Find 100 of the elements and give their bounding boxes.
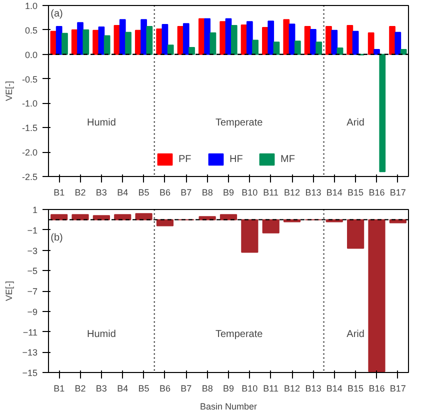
annotation: Temperate — [215, 328, 264, 340]
y-tick-label: -1.5 — [22, 123, 38, 134]
y-tick-label: −15 — [22, 368, 38, 378]
legend-label: PF — [178, 154, 192, 164]
annotation: (a) — [50, 8, 63, 20]
x-tick-label: B3 — [96, 188, 107, 198]
y-tick-label: 0.0 — [24, 50, 38, 60]
bar — [316, 42, 322, 55]
x-tick-label: B11 — [263, 188, 279, 198]
x-tick-label: B8 — [202, 384, 213, 394]
bar — [273, 42, 280, 55]
bar — [368, 219, 386, 372]
x-tick-label: B2 — [74, 188, 86, 198]
y-tick-label: 1.0 — [24, 1, 38, 11]
y-tick-label: −9 — [27, 306, 38, 317]
x-tick-label: B1 — [54, 188, 65, 198]
y-tick-label: −5 — [27, 266, 38, 276]
annotation: Arid — [346, 118, 364, 129]
bar — [119, 19, 126, 55]
bar — [162, 24, 168, 55]
y-axis-title: VE[-] — [4, 80, 14, 101]
x-tick-label: B16 — [368, 384, 385, 394]
x-tick-label: B7 — [180, 188, 192, 198]
bar — [230, 25, 238, 55]
bar — [374, 48, 380, 55]
bar — [347, 219, 364, 249]
bar — [310, 28, 316, 55]
legend-label: HF — [230, 154, 244, 164]
bar — [352, 30, 359, 55]
annotation: Humid — [86, 328, 116, 340]
y-tick-label: −13 — [22, 348, 38, 358]
legend-label: MF — [280, 154, 296, 164]
x-tick-label: B9 — [222, 384, 234, 394]
bar — [135, 213, 152, 220]
bar — [188, 47, 195, 55]
x-tick-label: B4 — [117, 188, 128, 198]
bar — [400, 48, 407, 55]
bar — [72, 214, 89, 220]
bar — [346, 25, 354, 55]
y-tick-label: 1 — [32, 205, 38, 215]
y-tick-label: -2.0 — [22, 148, 38, 158]
x-tick-label: B17 — [390, 384, 406, 394]
x-tick-label: B4 — [117, 384, 128, 394]
bar — [167, 44, 174, 55]
y-tick-label: −7 — [27, 286, 38, 296]
bar — [379, 54, 386, 172]
x-tick-label: B8 — [202, 188, 213, 198]
bar — [156, 28, 163, 55]
y-tick-label: -0.5 — [22, 74, 38, 84]
x-tick-label: B2 — [74, 384, 86, 394]
bar — [268, 20, 274, 55]
x-tick-label: B1 — [54, 384, 65, 394]
bar — [204, 18, 211, 55]
x-tick-label: B14 — [326, 188, 342, 198]
bar — [220, 214, 238, 220]
bar — [156, 219, 174, 226]
bar — [182, 23, 190, 55]
y-axis-title: VE[-] — [4, 280, 14, 301]
x-axis-title: Basin Number — [200, 402, 258, 412]
x-tick-label: B6 — [159, 188, 170, 198]
bar — [140, 19, 147, 55]
bar — [294, 40, 301, 55]
y-tick-label: −3 — [27, 246, 38, 256]
bar — [241, 219, 258, 253]
x-tick-label: B12 — [284, 188, 300, 198]
bar — [220, 21, 226, 55]
x-tick-label: B15 — [348, 188, 364, 198]
annotation: Humid — [86, 118, 116, 129]
x-tick-label: B5 — [138, 384, 150, 394]
x-tick-label: B14 — [326, 384, 342, 394]
bar — [62, 32, 68, 55]
y-tick-label: -1.0 — [22, 98, 38, 109]
x-tick-label: B7 — [180, 384, 192, 394]
y-tick-label: −1 — [27, 225, 38, 236]
x-tick-label: B3 — [96, 384, 107, 394]
y-tick-label: −11 — [22, 327, 38, 338]
bar — [252, 40, 259, 55]
bar — [146, 26, 153, 55]
bar — [210, 32, 216, 55]
x-tick-label: B13 — [305, 188, 322, 198]
annotation: Temperate — [215, 118, 264, 129]
bar — [104, 35, 110, 55]
bar — [246, 21, 253, 55]
x-tick-label: B10 — [242, 384, 258, 394]
bar — [368, 32, 374, 55]
bar — [283, 19, 290, 55]
annotation: (b) — [50, 232, 63, 244]
x-tick-label: B16 — [368, 188, 385, 198]
x-tick-label: B10 — [242, 188, 258, 198]
x-tick-label: B9 — [222, 188, 234, 198]
bar — [394, 32, 402, 55]
x-tick-label: B11 — [263, 384, 279, 394]
y-tick-label: 0.5 — [24, 25, 38, 36]
bar — [82, 29, 90, 55]
x-tick-label: B13 — [305, 384, 322, 394]
bar — [331, 30, 338, 55]
bar — [92, 30, 99, 55]
bar — [336, 48, 344, 55]
bar — [262, 219, 280, 234]
x-tick-label: B5 — [138, 188, 150, 198]
